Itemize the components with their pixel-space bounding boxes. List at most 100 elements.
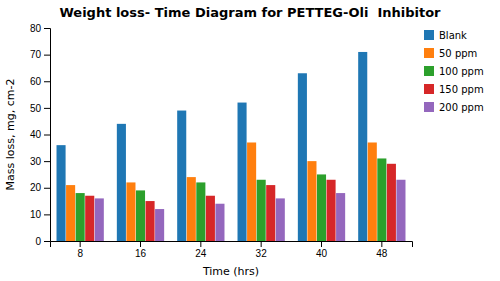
bars [57, 52, 406, 241]
y-tick: 80 [30, 23, 50, 34]
x-tick-label: 16 [135, 248, 147, 259]
legend-item: 200 ppm [424, 102, 484, 113]
legend: Blank 50 ppm 100 ppm 150 ppm 200 ppm [424, 30, 484, 113]
legend-swatch [424, 66, 434, 76]
x-axis: 8 16 24 32 40 48 [51, 241, 413, 259]
y-tick: 30 [30, 156, 50, 167]
legend-swatch [424, 30, 434, 40]
x-tick-label: 8 [77, 248, 83, 259]
x-tick: 48 [376, 241, 388, 259]
chart: 8 16 24 32 40 48 0 10 20 30 40 50 60 70 80 Weight loss-… [0, 0, 500, 281]
x-tick: 24 [195, 241, 207, 259]
bar [336, 193, 345, 241]
y-tick: 70 [30, 49, 50, 60]
bar [155, 209, 164, 241]
legend-item: 150 ppm [424, 84, 484, 95]
y-tick: 10 [30, 209, 50, 220]
bar [257, 180, 266, 241]
bar [146, 201, 155, 241]
legend-item: 100 ppm [424, 66, 484, 77]
bar [307, 161, 316, 241]
bar [327, 180, 336, 241]
y-axis-title: Mass loss, mg, cm-2 [4, 79, 17, 191]
x-axis-line [51, 242, 413, 248]
y-tick-label: 80 [30, 23, 42, 34]
bar [396, 180, 405, 241]
bar [117, 124, 126, 241]
bar [317, 174, 326, 241]
bar [266, 185, 275, 241]
plot: 8 16 24 32 40 48 0 10 20 30 40 50 60 70 80 [30, 23, 413, 259]
y-tick-label: 30 [30, 156, 42, 167]
bar-series [66, 142, 377, 241]
y-tick-label: 0 [35, 236, 41, 247]
y-tick-mark [44, 135, 50, 136]
bar [187, 177, 196, 241]
x-tick-mark [261, 241, 262, 247]
x-tick: 32 [256, 241, 268, 259]
legend-swatch [424, 48, 434, 58]
x-tick-label: 40 [316, 248, 328, 259]
x-tick-label: 24 [195, 248, 207, 259]
bar [136, 190, 145, 241]
y-tick-mark [44, 214, 50, 215]
legend-label: 200 ppm [439, 102, 484, 113]
title: Weight loss- Time Diagram for PETTEG-Oli… [59, 5, 441, 20]
x-tick: 16 [135, 241, 147, 259]
x-tick-mark [80, 241, 81, 247]
y-tick-label: 10 [30, 209, 42, 220]
bar [358, 52, 367, 241]
legend-label: 100 ppm [439, 66, 484, 77]
bar [177, 111, 186, 241]
legend-item: Blank [424, 30, 467, 41]
y-tick: 20 [30, 182, 50, 193]
x-tick: 40 [316, 241, 328, 259]
bar [247, 142, 256, 241]
bar [95, 198, 104, 241]
bar [215, 204, 224, 241]
bar [126, 182, 135, 241]
bar [76, 193, 85, 241]
bar-series [85, 164, 396, 241]
y-tick-mark [44, 81, 50, 82]
y-tick-mark [44, 28, 50, 29]
y-tick-mark [44, 241, 50, 242]
legend-item: 50 ppm [424, 48, 477, 59]
legend-label: 150 ppm [439, 84, 484, 95]
bar [276, 198, 285, 241]
x-tick-mark [140, 241, 141, 247]
bar [238, 103, 247, 241]
y-tick: 0 [35, 236, 50, 247]
legend-swatch [424, 102, 434, 112]
bar-series [76, 158, 387, 241]
x-tick-label: 32 [256, 248, 268, 259]
x-axis-title: Time (hrs) [202, 265, 259, 278]
y-tick-label: 50 [30, 103, 42, 114]
x-tick: 8 [77, 241, 83, 259]
bar [206, 196, 215, 241]
bar [57, 145, 66, 241]
x-tick-mark [321, 241, 322, 247]
bar [85, 196, 94, 241]
y-tick-mark [44, 188, 50, 189]
bar [387, 164, 396, 241]
legend-label: 50 ppm [439, 48, 477, 59]
y-tick: 40 [30, 129, 50, 140]
y-tick-label: 40 [30, 129, 42, 140]
bar [196, 182, 205, 241]
y-tick-label: 70 [30, 49, 42, 60]
y-axis: 0 10 20 30 40 50 60 70 80 [30, 23, 51, 247]
y-tick-label: 20 [30, 182, 42, 193]
y-axis-line [44, 29, 51, 242]
y-tick: 50 [30, 103, 50, 114]
bar [368, 142, 377, 241]
bar [66, 185, 75, 241]
x-tick-mark [200, 241, 201, 247]
bar [377, 158, 386, 241]
y-tick: 60 [30, 76, 50, 87]
y-tick-mark [44, 108, 50, 109]
legend-swatch [424, 84, 434, 94]
y-tick-mark [44, 55, 50, 56]
x-tick-label: 48 [376, 248, 388, 259]
bar-series [57, 52, 368, 241]
